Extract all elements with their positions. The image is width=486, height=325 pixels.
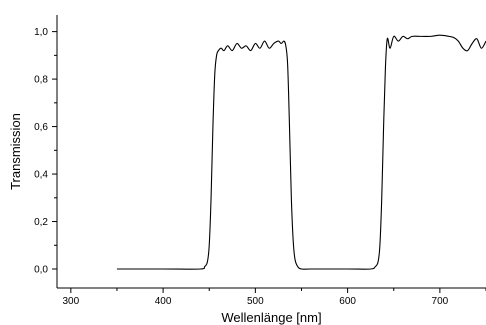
x-tick-label: 500 <box>247 296 264 307</box>
x-tick-label: 700 <box>432 296 449 307</box>
y-axis-title: Transmission <box>8 113 23 190</box>
plot-area: 300 400 500 600 700 0,0 0,2 0,4 0,6 0,8 1,0 <box>34 15 486 307</box>
x-tick-label: 600 <box>339 296 356 307</box>
y-tick-label: 0,6 <box>34 122 48 133</box>
y-tick-label: 0,0 <box>34 265 48 276</box>
x-axis-title: Wellenlänge [nm] <box>221 310 321 325</box>
y-tick-label: 0,2 <box>34 217 48 228</box>
y-tick-label: 0,8 <box>34 75 48 86</box>
transmission-series-line <box>116 34 486 270</box>
y-tick-label: 1,0 <box>34 27 48 38</box>
x-tick-label: 400 <box>155 296 172 307</box>
x-tick-label: 300 <box>62 296 79 307</box>
y-tick-label: 0,4 <box>34 170 48 181</box>
